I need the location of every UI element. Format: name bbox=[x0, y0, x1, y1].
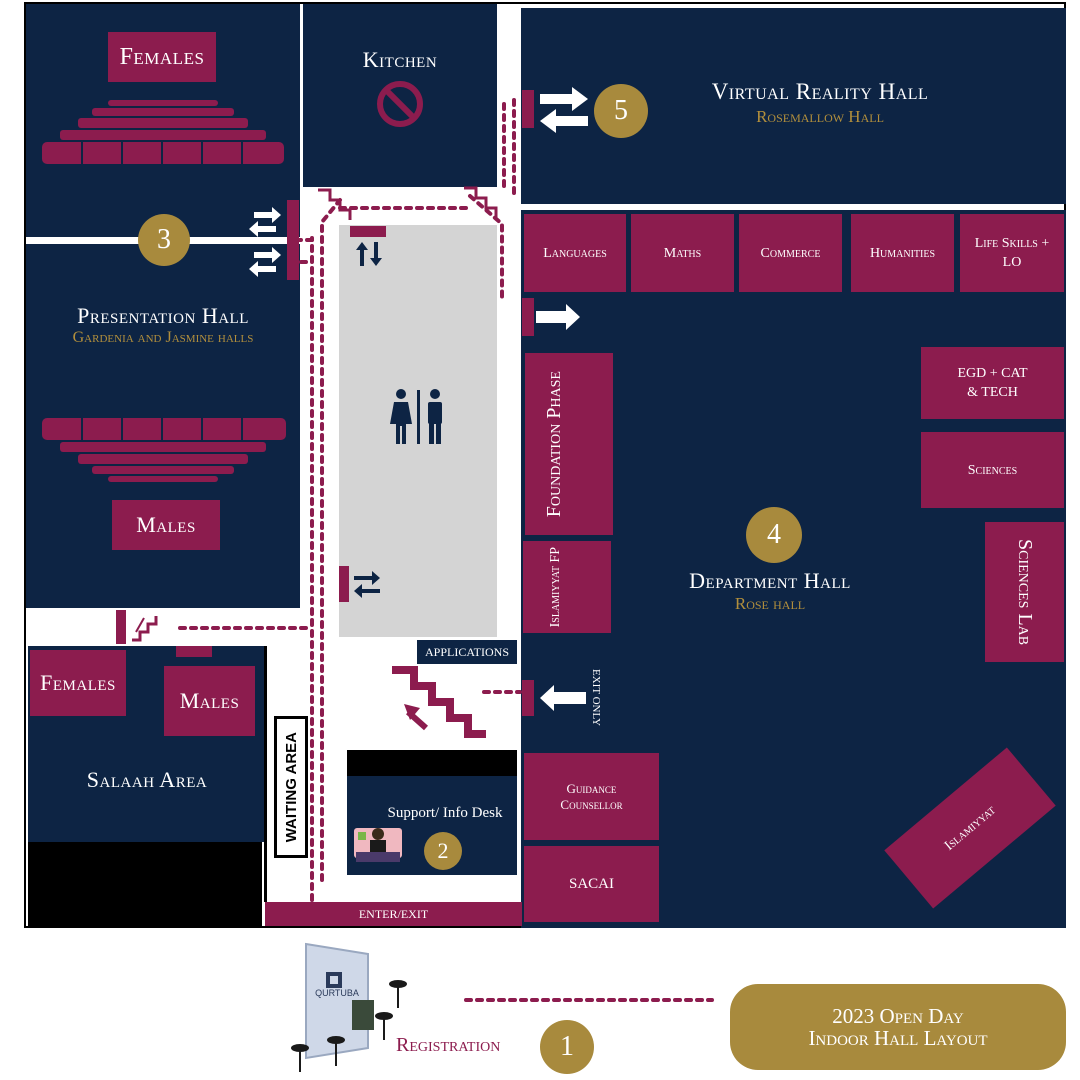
up-down-arrow-icon bbox=[356, 242, 382, 266]
toilets-icon bbox=[390, 389, 442, 444]
department-hall-title: Department Hall bbox=[689, 568, 851, 593]
presentation-door bbox=[287, 200, 299, 280]
salaah-frame bbox=[264, 646, 267, 902]
dept-life-skills: Life Skills + LO bbox=[960, 214, 1064, 292]
salaah-males-label: Males bbox=[164, 666, 255, 736]
registration-label: Registration bbox=[396, 1034, 501, 1056]
males-label: Males bbox=[112, 500, 220, 550]
enter-exit-label: ENTER/EXIT bbox=[265, 902, 522, 926]
logo-text: QURTUBA bbox=[315, 988, 359, 998]
salaah-area-title: Salaah Area bbox=[86, 767, 208, 792]
vr-two-way-arrow-icon bbox=[540, 87, 588, 133]
dept-egd: EGD + CAT & TECH bbox=[921, 347, 1064, 419]
seating-bottom bbox=[42, 418, 286, 482]
salaah-females-label: Females bbox=[30, 650, 126, 716]
dept-sciences-lab: Sciences Lab bbox=[985, 522, 1064, 662]
dept-sacai: SACAI bbox=[524, 846, 659, 922]
salaah-door bbox=[176, 646, 212, 657]
small-stairs-icon bbox=[132, 616, 158, 642]
dept-islamiyyat-fp: Islamiyyat FP bbox=[523, 541, 611, 633]
dept-humanities: Humanities bbox=[851, 214, 954, 292]
marker-5: 5 bbox=[594, 84, 648, 138]
marker-1: 1 bbox=[540, 1020, 594, 1074]
desk-person-icon bbox=[354, 828, 402, 862]
title-badge: 2023 Open Day Indoor Hall Layout bbox=[730, 984, 1066, 1070]
two-way-arrow-icon bbox=[249, 207, 281, 277]
kitchen-title: Kitchen bbox=[362, 47, 438, 72]
dept-maths: Maths bbox=[631, 214, 734, 292]
applications-label: APPLICATIONS bbox=[417, 640, 517, 664]
dept-languages: Languages bbox=[524, 214, 626, 292]
support-desk-label: Support/ Info Desk bbox=[387, 804, 503, 821]
marker-2: 2 bbox=[424, 832, 462, 870]
stairs-icon bbox=[392, 666, 486, 738]
exit-door bbox=[522, 680, 534, 716]
department-hall-subtitle: Rose hall bbox=[734, 594, 806, 613]
toilets-door-top bbox=[350, 226, 386, 237]
right-arrow-icon bbox=[536, 304, 580, 330]
vr-hall-title: Virtual Reality Hall bbox=[711, 79, 929, 104]
dept-foundation-phase: Foundation Phase bbox=[525, 353, 613, 535]
seating-top bbox=[42, 100, 284, 164]
salaah-stair-door bbox=[116, 610, 126, 644]
dept-guidance: Guidance Counsellor bbox=[524, 753, 659, 840]
title-line-1: 2023 Open Day bbox=[832, 1004, 964, 1028]
vr-hall-subtitle: Rosemallow Hall bbox=[756, 107, 884, 126]
no-entry-icon bbox=[377, 81, 423, 127]
salaah-dark-block bbox=[28, 842, 262, 926]
dept-commerce: Commerce bbox=[739, 214, 842, 292]
marker-4: 4 bbox=[746, 507, 802, 563]
dept-sciences: Sciences bbox=[921, 432, 1064, 508]
toilets-door-side bbox=[339, 566, 349, 602]
presentation-hall-title: Presentation Hall bbox=[77, 303, 249, 328]
kitchen-room bbox=[303, 4, 497, 187]
vr-door bbox=[522, 90, 534, 128]
registration-banner-icon bbox=[291, 942, 407, 1072]
females-label: Females bbox=[108, 32, 216, 82]
dept-door-upper bbox=[522, 298, 534, 336]
exit-only-label: EXIT ONLY bbox=[590, 669, 602, 727]
title-line-2: Indoor Hall Layout bbox=[808, 1026, 988, 1050]
marker-3: 3 bbox=[138, 214, 190, 266]
presentation-hall-subtitle: Gardenia and Jasmine halls bbox=[72, 329, 254, 346]
support-desk-top-bar bbox=[347, 750, 517, 776]
left-arrow-icon bbox=[540, 685, 586, 711]
side-two-way-arrow-icon bbox=[354, 571, 380, 598]
waiting-area-label: WAITING AREA bbox=[274, 716, 308, 858]
